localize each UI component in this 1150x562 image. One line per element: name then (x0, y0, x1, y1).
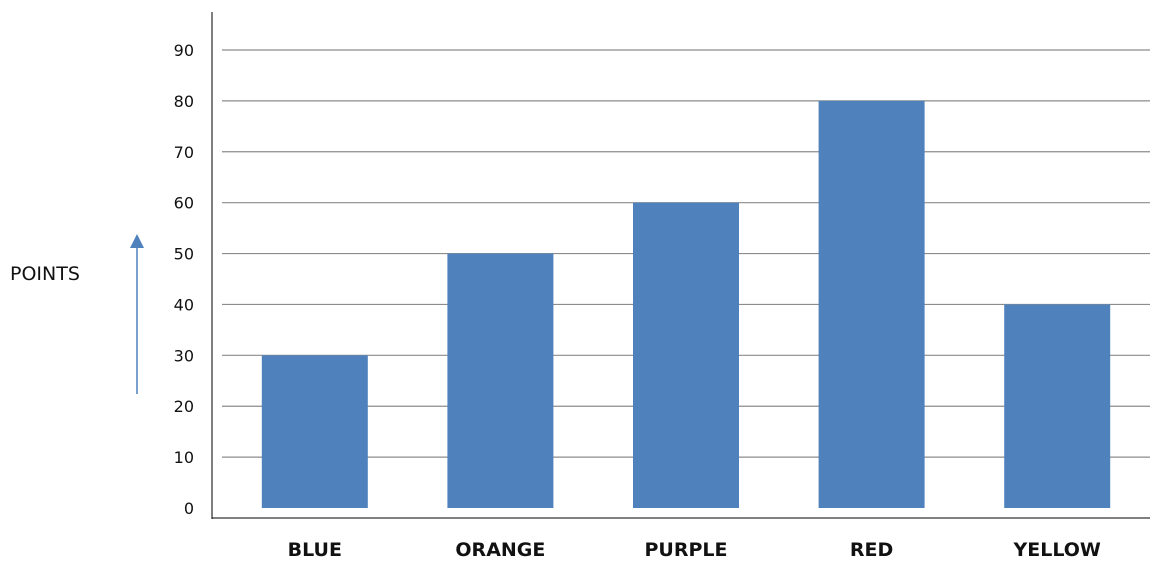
y-tick-label: 90 (174, 41, 194, 60)
y-tick-label: 10 (174, 448, 194, 467)
y-tick-label: 60 (174, 194, 194, 213)
x-tick-label: RED (850, 539, 893, 561)
y-tick-label: 20 (174, 397, 194, 416)
bar (447, 253, 554, 508)
bar (1004, 304, 1111, 508)
bar (633, 202, 739, 508)
y-tick-label: 70 (174, 143, 194, 162)
y-axis-arrow-icon (130, 234, 144, 394)
arrow-head (130, 234, 144, 248)
bar (261, 355, 368, 508)
y-tick-label: 50 (174, 245, 194, 264)
y-tick-label: 30 (174, 346, 194, 365)
x-tick-label: YELLOW (1013, 539, 1101, 561)
y-axis-label: POINTS (10, 263, 80, 285)
bar (818, 100, 925, 508)
y-tick-label: 0 (184, 499, 194, 518)
y-tick-label: 40 (174, 295, 194, 314)
x-tick-label: ORANGE (455, 539, 545, 561)
x-tick-label: BLUE (288, 539, 342, 561)
y-tick-label: 80 (174, 92, 194, 111)
x-tick-label: PURPLE (645, 539, 728, 561)
